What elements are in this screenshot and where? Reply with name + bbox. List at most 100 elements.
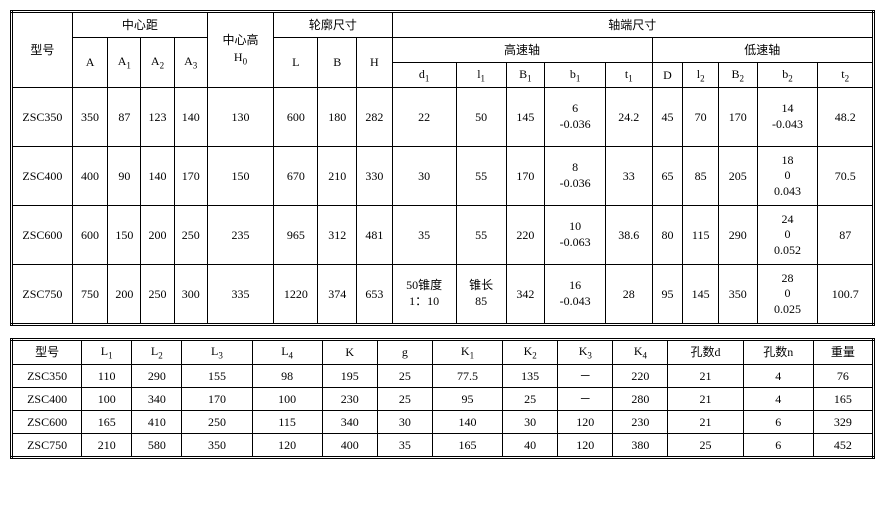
h-B2: B2 (718, 63, 757, 88)
cell-l1: 锥长85 (456, 265, 506, 325)
cell-K2: 25 (503, 387, 558, 410)
cell-K: 230 (322, 387, 377, 410)
cell-A1: 87 (108, 88, 141, 147)
cell-K: 195 (322, 364, 377, 387)
cell-model: ZSC750 (12, 433, 82, 457)
cell-L2: 580 (132, 433, 182, 457)
cell-g: 25 (377, 364, 432, 387)
cell-n: 6 (743, 410, 813, 433)
table-head: 型号 中心距 中心高H0 轮廓尺寸 轴端尺寸 A A1 A2 A3 L B H … (12, 12, 874, 88)
cell-A: 350 (72, 88, 107, 147)
h-low-speed: 低速轴 (652, 38, 873, 63)
cell-l2: 85 (683, 147, 718, 206)
h-model: 型号 (12, 12, 73, 88)
h-b2: b2 (757, 63, 818, 88)
table-row: ZSC350110290155981952577.5135－22021476 (12, 364, 874, 387)
cell-g: 35 (377, 433, 432, 457)
cell-t1: 38.6 (606, 206, 652, 265)
cell-H: 481 (357, 206, 392, 265)
cell-g: 30 (377, 410, 432, 433)
cell-K3: 120 (558, 433, 613, 457)
cell-n: 6 (743, 433, 813, 457)
cell-K3: 120 (558, 410, 613, 433)
h2-K4: K4 (613, 340, 668, 365)
table-row: ZSC7502105803501204003516540120380256452 (12, 433, 874, 457)
cell-K1: 77.5 (432, 364, 502, 387)
cell-L: 1220 (274, 265, 318, 325)
cell-d: 21 (668, 364, 743, 387)
cell-l2: 115 (683, 206, 718, 265)
cell-model: ZSC600 (12, 206, 73, 265)
h-profile: 轮廓尺寸 (274, 12, 392, 38)
cell-n: 4 (743, 364, 813, 387)
h2-K3: K3 (558, 340, 613, 365)
cell-H0: 235 (207, 206, 273, 265)
cell-B: 180 (318, 88, 357, 147)
h-high-speed: 高速轴 (392, 38, 652, 63)
cell-t2: 100.7 (818, 265, 874, 325)
cell-b1: 6-0.036 (545, 88, 606, 147)
cell-w: 165 (813, 387, 873, 410)
h-center-dist: 中心距 (72, 12, 207, 38)
cell-L: 600 (274, 88, 318, 147)
cell-K2: 40 (503, 433, 558, 457)
h2-K: K (322, 340, 377, 365)
cell-l1: 55 (456, 206, 506, 265)
h2-hole-n: 孔数n (743, 340, 813, 365)
cell-d: 25 (668, 433, 743, 457)
cell-t1: 33 (606, 147, 652, 206)
cell-K1: 95 (432, 387, 502, 410)
cell-A: 600 (72, 206, 107, 265)
cell-L1: 210 (82, 433, 132, 457)
h2-model: 型号 (12, 340, 82, 365)
cell-A3: 300 (174, 265, 207, 325)
cell-K: 400 (322, 433, 377, 457)
cell-b2: 14-0.043 (757, 88, 818, 147)
cell-A: 400 (72, 147, 107, 206)
cell-B2: 170 (718, 88, 757, 147)
table-head: 型号 L1 L2 L3 L4 K g K1 K2 K3 K4 孔数d 孔数n 重… (12, 340, 874, 365)
cell-D: 80 (652, 206, 683, 265)
cell-H: 330 (357, 147, 392, 206)
h2-L2: L2 (132, 340, 182, 365)
cell-K2: 30 (503, 410, 558, 433)
cell-A1: 150 (108, 206, 141, 265)
h-B: B (318, 38, 357, 88)
cell-B1: 220 (506, 206, 545, 265)
cell-model: ZSC350 (12, 364, 82, 387)
h-A2: A2 (141, 38, 174, 88)
cell-A2: 123 (141, 88, 174, 147)
cell-t1: 28 (606, 265, 652, 325)
cell-l2: 145 (683, 265, 718, 325)
cell-l1: 50 (456, 88, 506, 147)
h-center-height: 中心高H0 (207, 12, 273, 88)
spec-table-2: 型号 L1 L2 L3 L4 K g K1 K2 K3 K4 孔数d 孔数n 重… (10, 338, 875, 459)
cell-B1: 170 (506, 147, 545, 206)
cell-d1: 22 (392, 88, 456, 147)
cell-A3: 170 (174, 147, 207, 206)
cell-B: 312 (318, 206, 357, 265)
table-body: ZSC350110290155981952577.5135－22021476ZS… (12, 364, 874, 457)
cell-H: 282 (357, 88, 392, 147)
cell-model: ZSC600 (12, 410, 82, 433)
cell-model: ZSC400 (12, 147, 73, 206)
h-shaft-end: 轴端尺寸 (392, 12, 873, 38)
cell-L4: 120 (252, 433, 322, 457)
cell-B: 210 (318, 147, 357, 206)
cell-t1: 24.2 (606, 88, 652, 147)
h2-g: g (377, 340, 432, 365)
cell-K: 340 (322, 410, 377, 433)
table-row: ZSC3503508712314013060018028222501456-0.… (12, 88, 874, 147)
cell-K3: － (558, 387, 613, 410)
h-b1: b1 (545, 63, 606, 88)
table-row: ZSC6001654102501153403014030120230216329 (12, 410, 874, 433)
cell-L: 670 (274, 147, 318, 206)
cell-B2: 290 (718, 206, 757, 265)
cell-L2: 290 (132, 364, 182, 387)
h-D: D (652, 63, 683, 88)
h-t2: t2 (818, 63, 874, 88)
cell-L2: 410 (132, 410, 182, 433)
h2-K2: K2 (503, 340, 558, 365)
cell-H0: 130 (207, 88, 273, 147)
cell-L3: 170 (182, 387, 252, 410)
